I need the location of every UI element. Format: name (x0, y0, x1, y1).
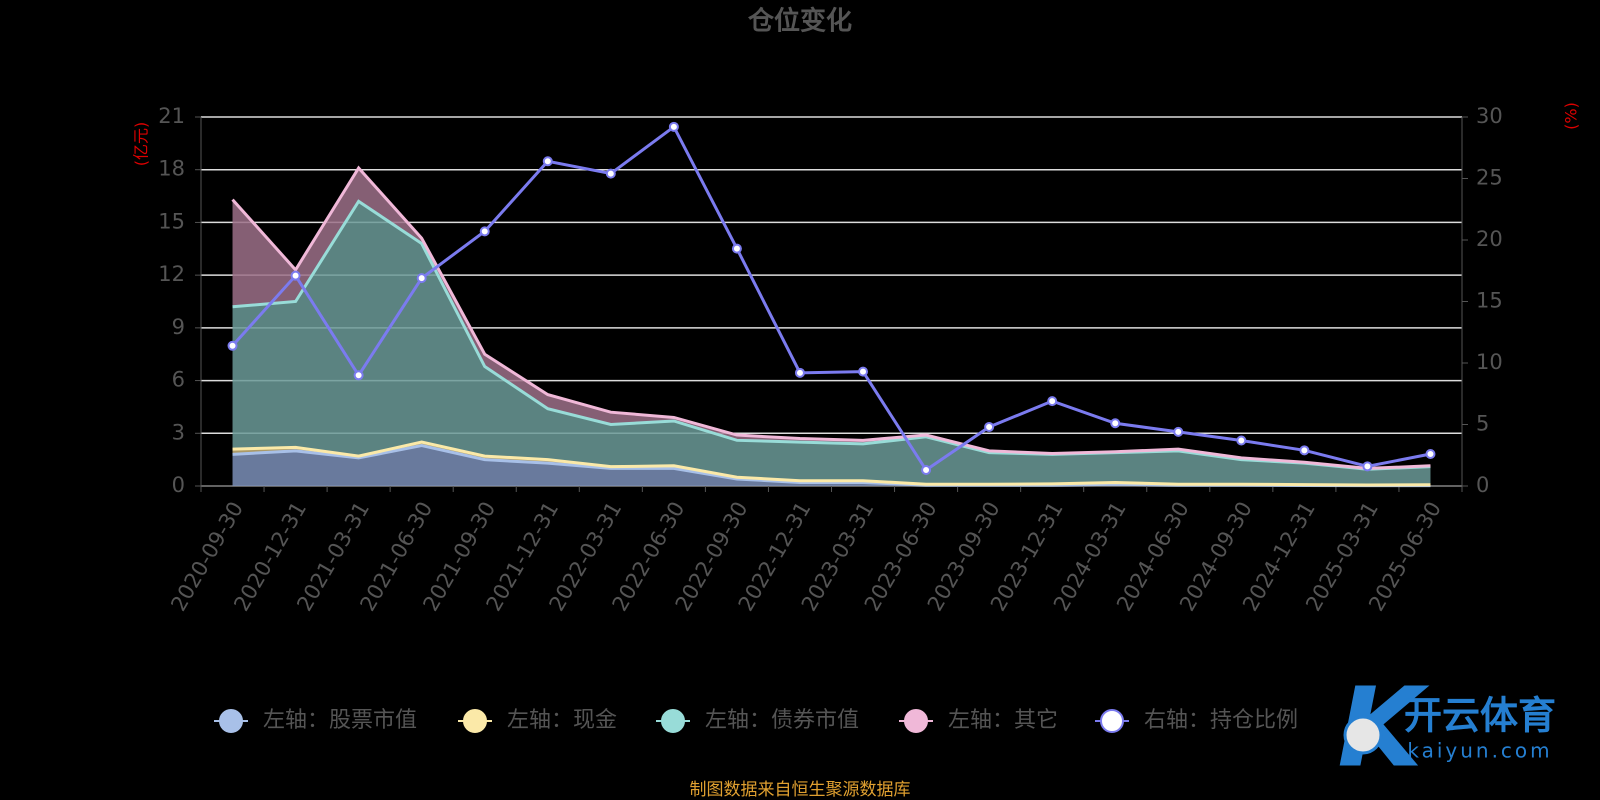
legend-marker (1100, 709, 1124, 733)
area-line (232, 199, 1431, 471)
area-line (231, 165, 1431, 470)
legend-label: 左轴：股票市值 (263, 708, 417, 733)
legend-item: 左轴：其它 (899, 708, 1058, 733)
point (731, 243, 742, 254)
watermark-ball (1343, 715, 1383, 755)
y-tick-label: 9 (172, 315, 185, 339)
y2-tick-label: 25 (1476, 166, 1503, 190)
legend-item: 左轴：债券市值 (656, 708, 859, 733)
y-tick-label: 18 (158, 157, 185, 181)
y-tick-label: 12 (158, 262, 185, 286)
point (668, 121, 679, 132)
point (858, 366, 869, 377)
y-tick-label: 3 (172, 420, 185, 444)
y2-tick-label: 20 (1476, 227, 1503, 251)
y2-tick-label: 0 (1476, 473, 1489, 497)
point (921, 465, 932, 476)
y2-tick-label: 10 (1476, 350, 1503, 374)
chart-title: 仓位变化 (747, 6, 852, 37)
legend-label: 左轴：现金 (507, 708, 617, 733)
point (1047, 396, 1058, 407)
legend-marker (661, 709, 685, 733)
y2-tick-label: 5 (1476, 412, 1489, 436)
legend-label: 右轴：持仓比例 (1144, 708, 1298, 733)
watermark-text: 开云体育 (1404, 694, 1556, 738)
y2-tick-label: 15 (1476, 289, 1503, 313)
point (1362, 461, 1373, 472)
legend-item: 左轴：现金 (458, 708, 617, 733)
point (479, 226, 490, 237)
point (290, 270, 301, 281)
y-tick-label: 6 (172, 368, 185, 392)
area-line (232, 440, 1431, 487)
point (794, 367, 805, 378)
legend-label: 左轴：其它 (948, 708, 1058, 733)
y-tick-label: 21 (158, 104, 185, 128)
point (605, 168, 616, 179)
area-fill (232, 201, 1431, 485)
legend-marker (219, 709, 243, 733)
y-axis-label: (亿元) (132, 122, 151, 167)
legend-label: 左轴：债券市值 (705, 708, 859, 733)
watermark-url: kaiyun.com (1407, 739, 1552, 763)
point (1173, 426, 1184, 437)
y2-tick-label: 30 (1476, 104, 1503, 128)
legend-marker (904, 709, 928, 733)
point (1425, 449, 1436, 460)
point (1299, 445, 1310, 456)
point (1110, 418, 1121, 429)
source-note: 制图数据来自恒生聚源数据库 (690, 780, 911, 800)
point (542, 156, 553, 167)
area-fill (232, 167, 1431, 470)
point (416, 273, 427, 284)
watermark: K 开云体育 kaiyun.com (1337, 663, 1556, 791)
point (1236, 435, 1247, 446)
y2-axis-label: (%) (1562, 102, 1581, 130)
point (227, 340, 238, 351)
line (231, 124, 1431, 473)
legend-item: 右轴：持仓比例 (1095, 708, 1298, 733)
legend-marker (463, 709, 487, 733)
legend-item: 左轴：股票市值 (214, 708, 417, 733)
y-tick-label: 15 (158, 209, 185, 233)
point (353, 370, 364, 381)
point (984, 421, 995, 432)
area-fill (232, 445, 1431, 486)
y-tick-label: 0 (172, 473, 185, 497)
